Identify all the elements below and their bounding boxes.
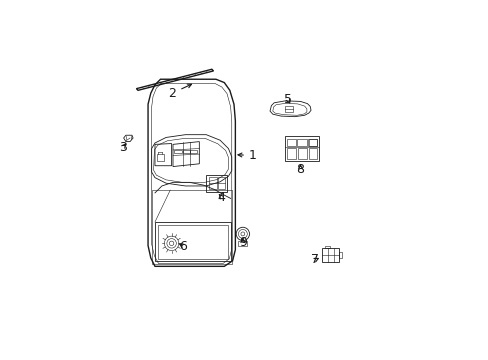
Text: 6: 6 <box>179 240 187 253</box>
Text: 3: 3 <box>119 141 127 154</box>
Bar <box>308 139 316 146</box>
Bar <box>307 139 316 146</box>
Bar <box>286 139 296 146</box>
Bar <box>208 177 216 189</box>
Bar <box>218 177 225 189</box>
Bar <box>297 148 306 159</box>
Bar <box>297 139 306 146</box>
Text: 8: 8 <box>296 163 304 176</box>
Bar <box>324 246 329 248</box>
Bar <box>174 150 181 153</box>
Text: 9: 9 <box>239 236 246 249</box>
Text: 1: 1 <box>238 149 256 162</box>
Bar <box>190 150 197 153</box>
Bar <box>286 148 296 159</box>
Text: 2: 2 <box>168 84 191 100</box>
Text: 4: 4 <box>217 190 225 203</box>
Bar <box>238 240 247 246</box>
Bar <box>183 150 189 153</box>
Text: 5: 5 <box>284 93 291 106</box>
Bar <box>284 107 292 112</box>
Bar <box>308 148 316 159</box>
Bar <box>339 252 342 258</box>
Text: 7: 7 <box>310 253 319 266</box>
Bar <box>157 154 163 161</box>
